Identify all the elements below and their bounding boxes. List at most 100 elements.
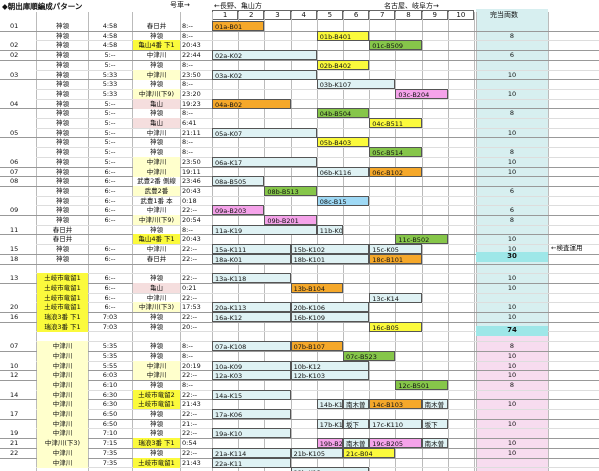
row-group: 17 bbox=[10, 410, 19, 418]
formation-bar: 08c-B15 bbox=[316, 195, 370, 206]
row-origin: 中津川 bbox=[37, 428, 88, 439]
row-destination: 神領 bbox=[150, 274, 163, 283]
formation-bar: 19a-K10 bbox=[212, 428, 291, 439]
row-arr-time: 0:54 bbox=[182, 439, 197, 448]
row-group bbox=[10, 215, 34, 225]
row-group bbox=[10, 264, 34, 274]
column-header-10: 10 bbox=[447, 10, 474, 20]
row-line bbox=[36, 40, 599, 42]
row-group: 10 bbox=[10, 361, 19, 370]
row-destination: 神領 bbox=[150, 109, 163, 118]
row-arr-time: 20:43 bbox=[182, 186, 201, 195]
row-dep-time: 6:-- bbox=[104, 167, 116, 176]
row-capacity: 10 bbox=[507, 128, 517, 137]
row-group bbox=[10, 147, 34, 157]
row-arr-time: 8:-- bbox=[182, 225, 194, 234]
formation-bar: 08a-B505 bbox=[212, 176, 265, 187]
row-destination: 神領 bbox=[150, 225, 163, 234]
row-destination: 亀山 bbox=[133, 118, 180, 128]
row-capacity bbox=[476, 196, 548, 206]
row-dep-time: 5:-- bbox=[104, 148, 116, 157]
grid-vline bbox=[316, 12, 318, 471]
formation-bar: 16c-B05 bbox=[369, 321, 422, 332]
formation-bar: 14b-K117 bbox=[316, 399, 343, 410]
sheet-title: ◆朝出庫順編成パターン bbox=[2, 2, 83, 11]
row-destination: 神領 bbox=[150, 410, 163, 418]
row-destination: 武豊2番 bbox=[133, 185, 180, 196]
row-group bbox=[10, 351, 34, 361]
row-arr-time: 17:53 bbox=[182, 303, 201, 312]
row-capacity bbox=[476, 21, 548, 31]
row-dep-time bbox=[90, 234, 130, 244]
row-origin: 中津川 bbox=[37, 350, 88, 361]
row-origin: 神領 bbox=[56, 148, 69, 157]
row-group: 08 bbox=[10, 177, 19, 186]
row-destination: 中津川 bbox=[146, 293, 167, 302]
row-line bbox=[36, 331, 599, 333]
row-origin: 神領 bbox=[56, 109, 69, 118]
row-origin: 中津川 bbox=[37, 399, 88, 410]
row-capacity bbox=[476, 40, 548, 50]
formation-bar: 21a-K114 bbox=[212, 447, 291, 458]
row-dep-time: 4:58 bbox=[102, 31, 118, 40]
row-arr-time: 0:21 bbox=[182, 283, 197, 292]
row-origin bbox=[37, 331, 88, 341]
row-origin: 神領 bbox=[56, 70, 69, 79]
row-group bbox=[10, 293, 34, 303]
row-capacity: 8 bbox=[509, 216, 515, 224]
row-dep-time: 5:-- bbox=[104, 60, 116, 69]
formation-bar: 03a-K02 bbox=[212, 69, 317, 80]
row-destination: 亀山 bbox=[133, 98, 180, 109]
formation-bar: 04c-B511 bbox=[369, 118, 422, 128]
formation-bar: 15b-K102 bbox=[290, 244, 370, 255]
row-capacity bbox=[476, 390, 548, 400]
row-origin: 中津川 bbox=[37, 341, 88, 352]
row-capacity bbox=[476, 225, 548, 235]
row-group: 15 bbox=[10, 245, 19, 254]
column-header-7: 7 bbox=[369, 10, 396, 20]
row-dep-time: 5:-- bbox=[104, 138, 116, 147]
row-group bbox=[10, 60, 34, 70]
row-capacity bbox=[476, 264, 548, 274]
row-group: 21 bbox=[10, 439, 19, 448]
row-arr-time bbox=[182, 331, 212, 341]
row-dep-time: 7:03 bbox=[102, 322, 118, 331]
row-dep-time: 5:-- bbox=[104, 99, 116, 108]
row-group bbox=[10, 322, 34, 332]
row-group bbox=[10, 419, 34, 429]
formation-bar: 11b-K04 bbox=[316, 224, 343, 235]
formation-bar: 03b-K107 bbox=[316, 79, 396, 90]
grid-vline bbox=[447, 12, 449, 471]
row-origin: 春日井 bbox=[52, 235, 73, 244]
row-origin: 神領 bbox=[56, 196, 69, 205]
row-capacity: 10 bbox=[507, 351, 517, 360]
row-origin: 中津川 bbox=[37, 409, 88, 419]
row-capacity: 10 bbox=[507, 303, 517, 312]
formation-bar: 09b-B201 bbox=[264, 215, 317, 225]
row-dep-time: 4:58 bbox=[102, 41, 118, 50]
row-destination: 神領 bbox=[150, 148, 163, 157]
grid-vline bbox=[88, 12, 89, 471]
row-capacity: 8 bbox=[509, 342, 515, 351]
row-origin bbox=[37, 264, 88, 274]
formation-bar: 02a-K02 bbox=[212, 50, 317, 61]
column-header-3: 3 bbox=[264, 10, 291, 20]
row-origin: 中津川 bbox=[37, 418, 88, 429]
formation-bar: 04b-B504 bbox=[316, 108, 370, 119]
column-header-1: 1 bbox=[212, 10, 239, 20]
row-capacity bbox=[476, 79, 548, 89]
formation-bar: 07a-K108 bbox=[212, 341, 291, 352]
row-line bbox=[0, 379, 599, 381]
row-dep-time: 6:-- bbox=[104, 303, 116, 312]
row-dep-time: 7:35 bbox=[102, 448, 118, 457]
row-dep-time: 5:33 bbox=[102, 89, 118, 98]
row-arr-time: 6:41 bbox=[182, 119, 197, 127]
row-dep-time: 6:-- bbox=[104, 254, 116, 263]
row-destination: 亀山 bbox=[133, 282, 180, 293]
grid-vline bbox=[132, 12, 133, 471]
row-capacity: 10 bbox=[507, 361, 517, 370]
row-origin: 神領 bbox=[56, 245, 69, 254]
row-arr-time: 22:-- bbox=[182, 293, 198, 302]
row-capacity: 10 bbox=[507, 448, 517, 457]
row-destination: 中津川 bbox=[146, 128, 167, 137]
